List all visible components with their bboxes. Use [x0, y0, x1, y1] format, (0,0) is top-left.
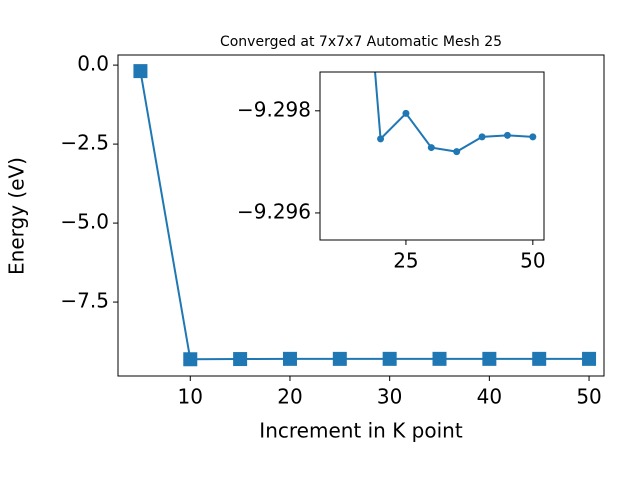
marker: [582, 351, 597, 366]
marker: [233, 352, 248, 367]
marker: [453, 148, 461, 156]
axes-frame: [319, 71, 545, 241]
marker: [382, 351, 397, 366]
x-tick-label: 20: [277, 385, 302, 409]
y-tick-label: −9.296: [237, 199, 311, 223]
line: [374, 72, 533, 153]
marker: [183, 352, 198, 367]
line: [139, 70, 590, 361]
marker: [529, 133, 537, 141]
x-tick-label: 40: [477, 385, 502, 409]
marker: [332, 351, 347, 366]
marker: [478, 133, 486, 141]
y-tick-label: −5.0: [60, 210, 109, 234]
y-tick-label: −9.298: [237, 97, 311, 121]
marker: [282, 351, 297, 366]
marker: [427, 144, 435, 152]
marker: [377, 135, 385, 143]
marker: [432, 351, 447, 366]
x-tick-label: 10: [178, 385, 203, 409]
x-tick-label: 25: [393, 249, 418, 273]
axes-frame: [117, 54, 605, 377]
y-tick-label: −2.5: [60, 131, 109, 155]
chart-title: Converged at 7x7x7 Automatic Mesh 25: [220, 34, 502, 50]
marker: [532, 351, 547, 366]
marker: [503, 131, 511, 139]
marker: [482, 351, 497, 366]
marker: [133, 64, 148, 79]
x-tick-label: 50: [520, 249, 545, 273]
y-tick-label: −7.5: [60, 289, 109, 313]
y-axis-label: Energy (eV): [5, 157, 29, 275]
y-tick-label: 0.0: [77, 52, 109, 76]
plot-area: [320, 72, 544, 240]
series: [133, 64, 597, 367]
series: [374, 72, 537, 156]
x-tick-label: 30: [377, 385, 402, 409]
x-axis-label: Increment in K point: [259, 419, 463, 443]
x-tick-label: 50: [576, 385, 601, 409]
marker: [402, 109, 410, 117]
